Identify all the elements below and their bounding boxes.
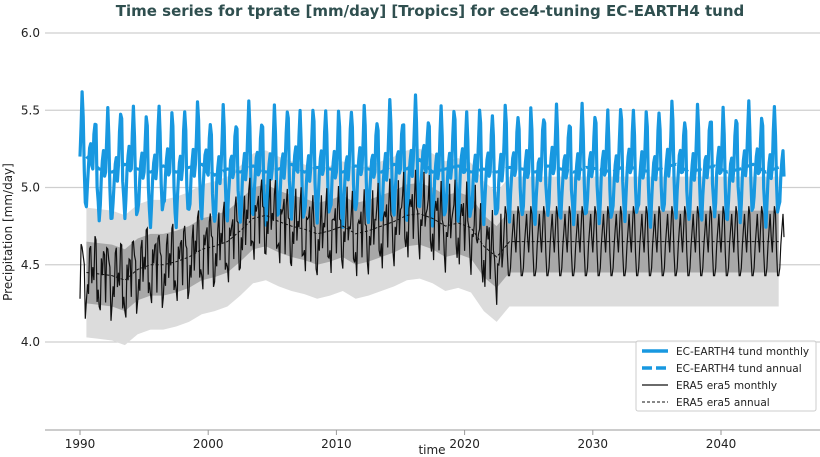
- x-tick-label: 2000: [193, 437, 224, 451]
- y-tick-label: 4.5: [21, 258, 40, 272]
- x-tick-label: 2010: [321, 437, 352, 451]
- y-ticks: 4.0 4.5 5.0 5.5 6.0: [21, 26, 40, 349]
- y-axis-label: Precipitation [mm/day]: [1, 163, 15, 301]
- x-tick-label: 2020: [449, 437, 480, 451]
- series-lines: [78, 90, 786, 321]
- y-tick-label: 5.5: [21, 103, 40, 117]
- legend-box: [635, 340, 817, 412]
- x-axis-label: time: [418, 443, 445, 457]
- y-tick-label: 6.0: [21, 26, 40, 40]
- x-tick-label: 2030: [578, 437, 609, 451]
- series-model-annual: [85, 155, 780, 177]
- y-tick-label: 4.0: [21, 335, 40, 349]
- legend: EC-EARTH4 tund monthly EC-EARTH4 tund an…: [635, 340, 817, 412]
- legend-label-era5-annual: ERA5 era5 annual: [676, 397, 770, 409]
- legend-label-era5-monthly: ERA5 era5 monthly: [676, 380, 777, 392]
- legend-label-model-annual: EC-EARTH4 tund annual: [676, 363, 802, 375]
- series-era5-annual: [86, 213, 779, 281]
- legend-label-model-monthly: EC-EARTH4 tund monthly: [676, 346, 809, 358]
- y-tick-label: 5.0: [21, 181, 40, 195]
- x-ticks: 1990 2000 2010 2020 2030 2040: [65, 430, 737, 451]
- series-era5-monthly: [79, 169, 785, 321]
- x-tick-label: 2040: [706, 437, 737, 451]
- x-tick-label: 1990: [65, 437, 96, 451]
- series-model-monthly: [78, 90, 786, 230]
- chart-title: Time series for tprate [mm/day] [Tropics…: [116, 2, 745, 20]
